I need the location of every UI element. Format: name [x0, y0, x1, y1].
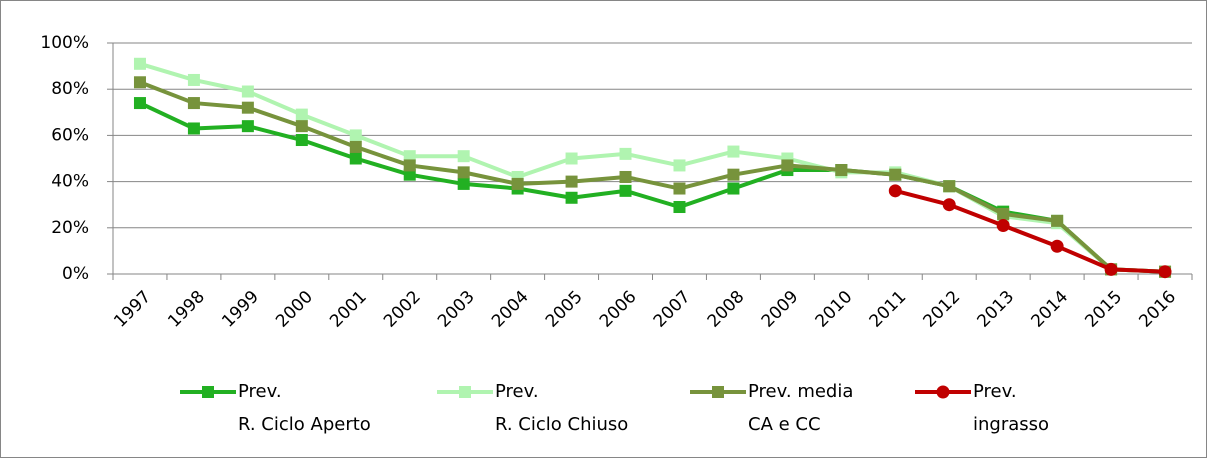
marker [781, 159, 794, 172]
marker [1104, 262, 1118, 276]
marker [241, 85, 254, 98]
legend-label: Prev. media CA e CC [748, 381, 854, 435]
x-tick-label: 2010 [812, 287, 857, 332]
series-line [139, 101, 1166, 274]
series-line [894, 188, 1166, 274]
x-tick-label: 2003 [434, 287, 479, 332]
y-tick-label: 0% [62, 264, 89, 284]
legend-marker [202, 386, 214, 398]
legend-marker [712, 386, 724, 398]
marker [673, 182, 686, 195]
legend-marker [936, 385, 950, 399]
marker [619, 184, 632, 197]
marker [727, 168, 740, 181]
marker [133, 76, 146, 89]
x-tick-label: 1997 [110, 287, 155, 332]
marker [295, 108, 308, 121]
y-tick-label: 20% [51, 218, 89, 238]
x-tick-label: 2008 [704, 287, 749, 332]
marker [619, 170, 632, 183]
marker [457, 150, 470, 163]
marker [349, 140, 362, 153]
marker [1050, 239, 1064, 253]
x-tick-label: 2001 [326, 287, 371, 332]
marker [403, 168, 416, 181]
legend-label: Prev. R. Ciclo Aperto [238, 381, 371, 435]
marker [997, 207, 1010, 220]
x-tick-label: 2014 [1027, 287, 1072, 332]
marker [888, 184, 902, 198]
x-tick-label: 2015 [1081, 287, 1126, 332]
marker [942, 198, 956, 212]
x-tick-label: 2007 [650, 287, 695, 332]
x-tick-label: 2000 [272, 287, 317, 332]
marker [889, 168, 902, 181]
x-tick-label: 2004 [488, 287, 533, 332]
y-tick-label: 40% [51, 172, 89, 192]
marker [673, 159, 686, 172]
x-tick-label: 1999 [218, 287, 263, 332]
series-line [139, 61, 1166, 274]
marker [403, 159, 416, 172]
marker [1051, 214, 1064, 227]
marker [295, 134, 308, 147]
marker [673, 201, 686, 214]
marker [403, 150, 416, 163]
legend-marker [459, 386, 471, 398]
x-tick-label: 2012 [920, 287, 965, 332]
marker [187, 97, 200, 110]
marker [943, 180, 956, 193]
x-tick-label: 2002 [380, 287, 425, 332]
marker [996, 218, 1010, 232]
x-tick-label: 2009 [758, 287, 803, 332]
x-tick-label: 2006 [596, 287, 641, 332]
marker [1158, 265, 1172, 279]
x-tick-label: 1998 [164, 287, 209, 332]
legend-label: Prev. ingrasso [973, 381, 1050, 435]
marker [457, 166, 470, 179]
marker [727, 145, 740, 158]
marker [565, 191, 578, 204]
marker [565, 175, 578, 188]
x-tick-label: 2016 [1135, 287, 1180, 332]
series-line [139, 80, 1166, 274]
marker [295, 120, 308, 133]
marker [187, 122, 200, 135]
marker [349, 152, 362, 165]
marker [133, 97, 146, 110]
marker [187, 73, 200, 86]
marker [565, 152, 578, 165]
y-tick-label: 60% [51, 125, 89, 145]
marker [349, 129, 362, 142]
marker [241, 120, 254, 133]
legend-label: Prev. R. Ciclo Chiuso [495, 381, 629, 435]
marker [619, 147, 632, 160]
x-tick-label: 2011 [866, 287, 911, 332]
y-tick-label: 80% [51, 79, 89, 99]
x-tick-label: 2005 [542, 287, 587, 332]
marker [727, 182, 740, 195]
x-tick-label: 2013 [974, 287, 1019, 332]
marker [835, 164, 848, 177]
marker [133, 57, 146, 70]
marker [511, 177, 524, 190]
y-tick-label: 100% [40, 33, 89, 53]
marker [457, 177, 470, 190]
marker [241, 101, 254, 114]
